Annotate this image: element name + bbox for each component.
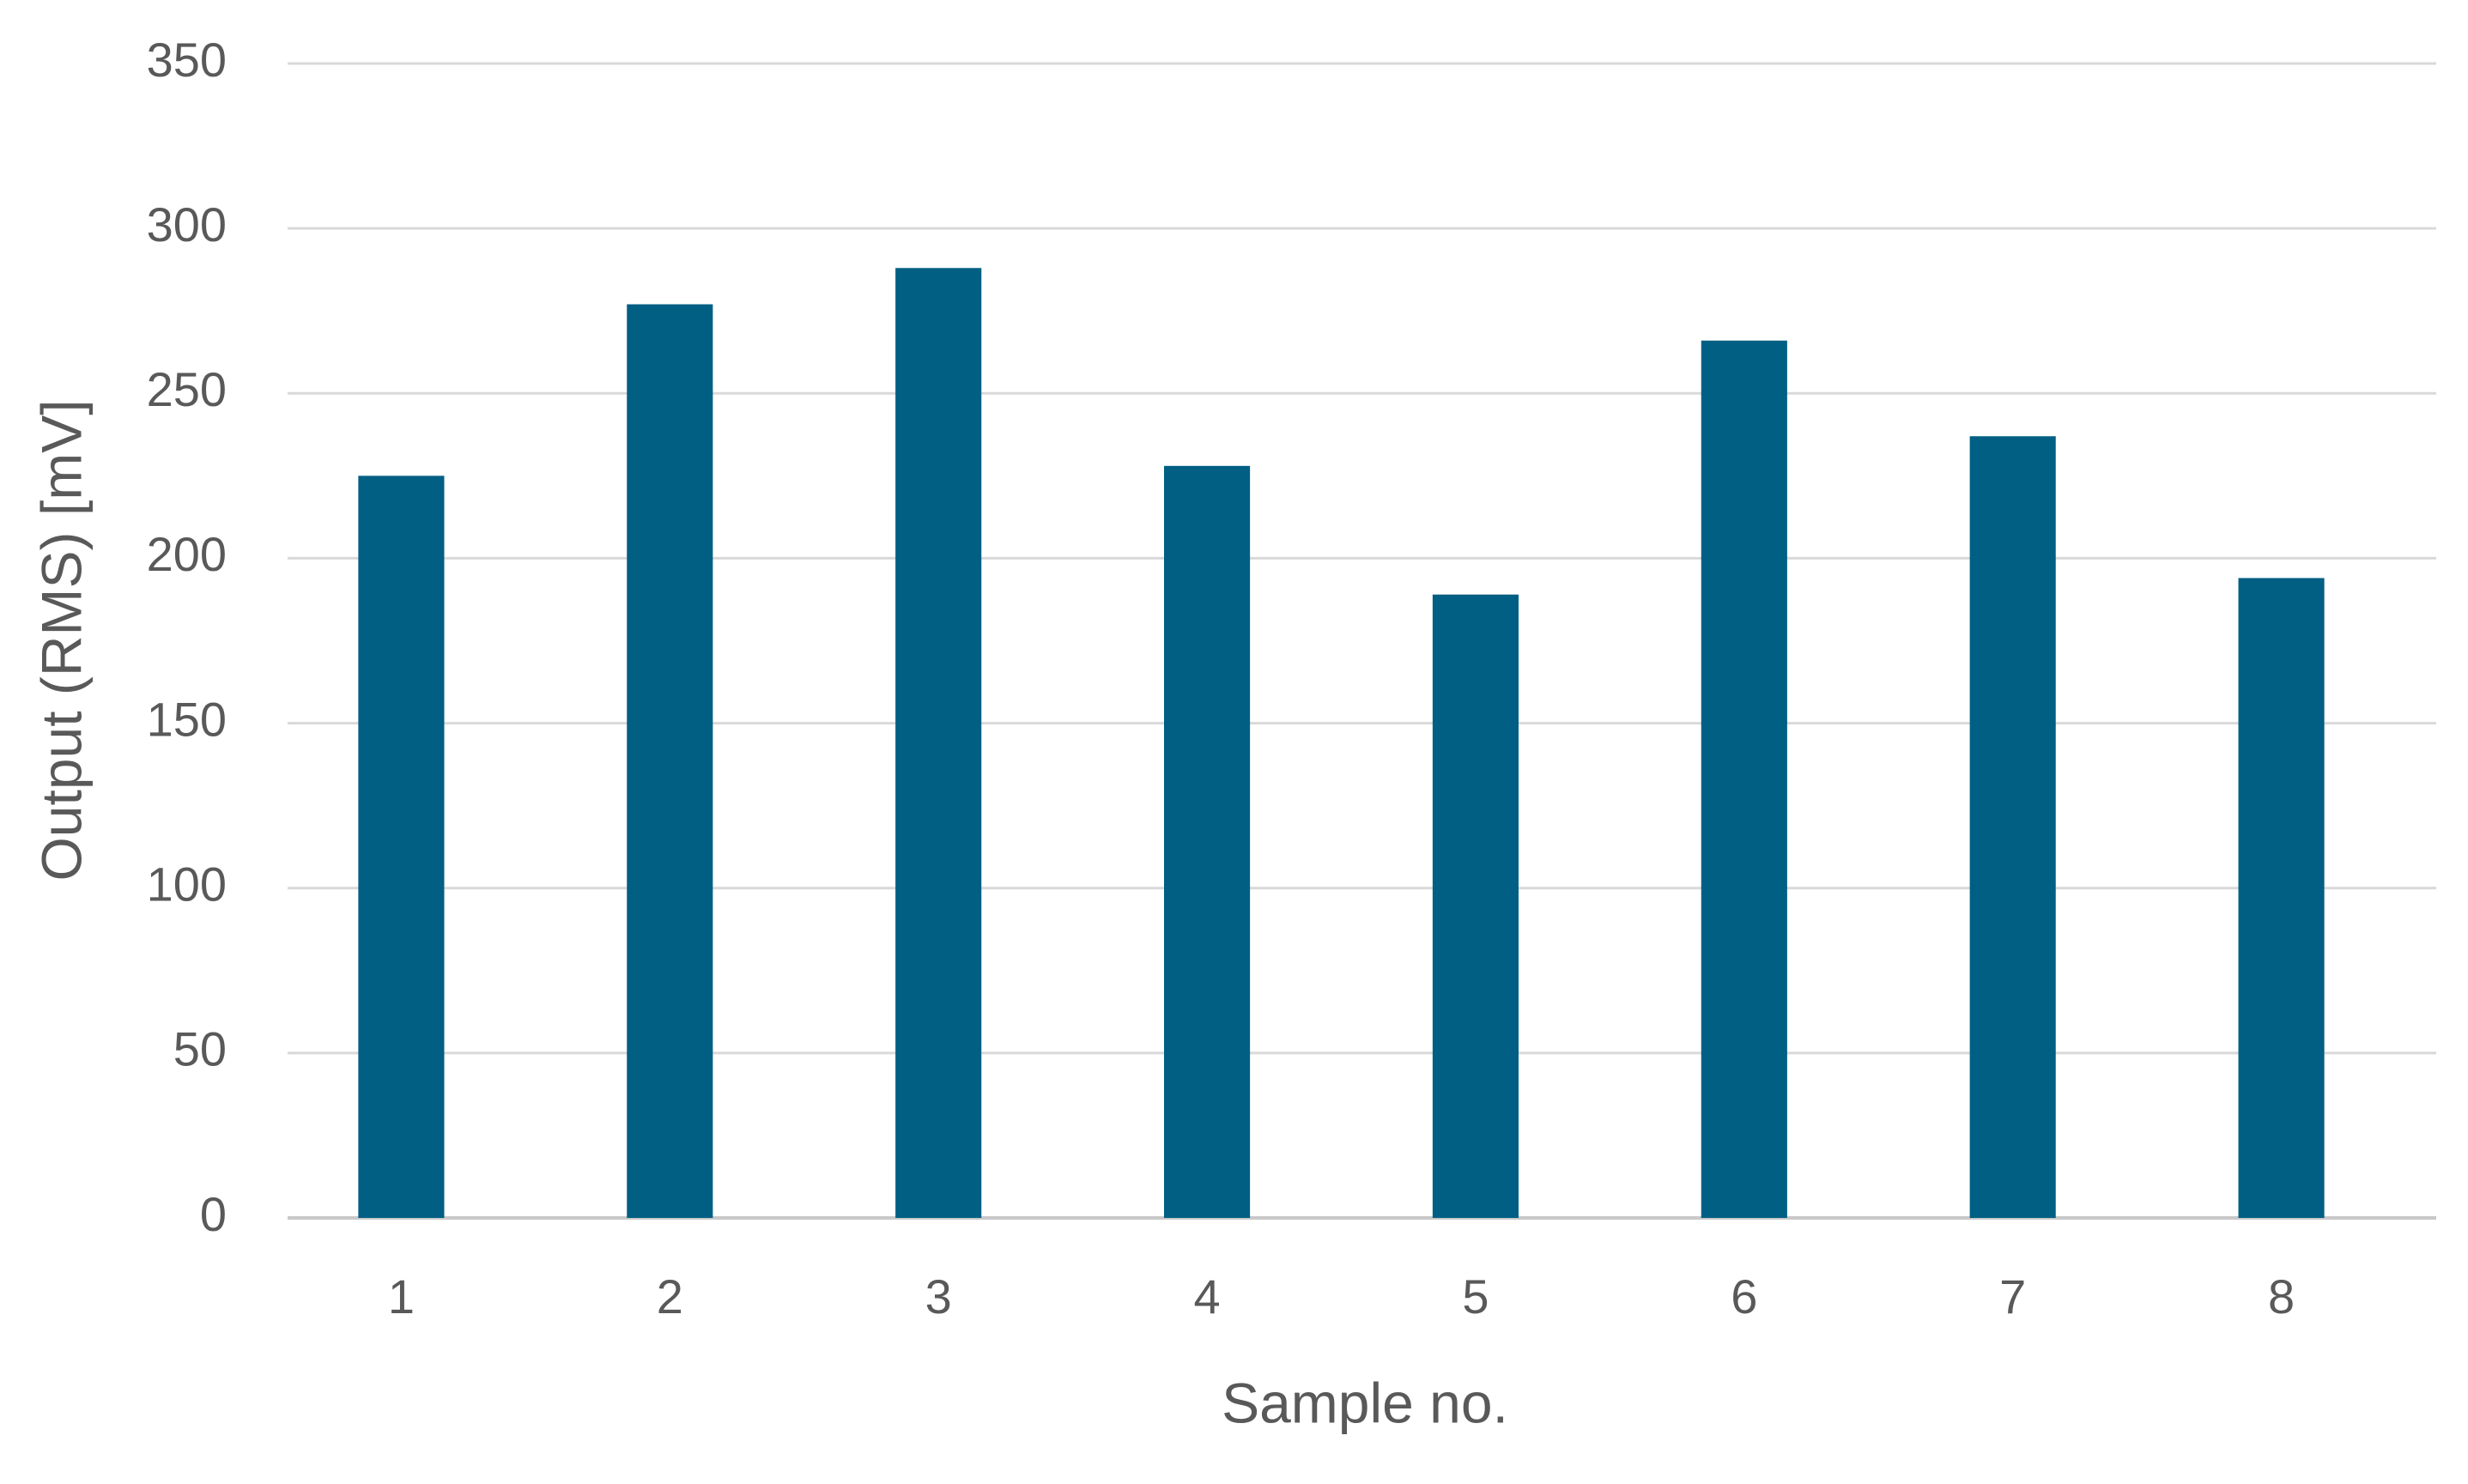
bar bbox=[895, 268, 982, 1219]
bar bbox=[1164, 465, 1251, 1218]
bar bbox=[1701, 340, 1787, 1218]
y-tick-label: 50 bbox=[173, 1022, 227, 1076]
bar bbox=[358, 475, 445, 1218]
x-tick-label: 6 bbox=[1731, 1269, 1757, 1323]
y-axis-title: Output (RMS) [mV] bbox=[29, 399, 93, 881]
bar bbox=[627, 304, 713, 1218]
x-tick-label: 2 bbox=[657, 1269, 683, 1323]
bar bbox=[1969, 436, 2056, 1218]
y-tick-label: 0 bbox=[200, 1187, 227, 1241]
x-tick-label: 3 bbox=[925, 1269, 952, 1323]
x-tick-label: 8 bbox=[2268, 1269, 2295, 1323]
bar bbox=[1432, 594, 1519, 1218]
x-axis-title: Sample no. bbox=[1222, 1371, 1508, 1434]
y-tick-label: 100 bbox=[147, 857, 227, 912]
y-tick-label: 350 bbox=[147, 33, 227, 87]
x-tick-label: 1 bbox=[388, 1269, 415, 1323]
x-tick-label: 7 bbox=[1999, 1269, 2026, 1323]
x-tick-label: 4 bbox=[1193, 1269, 1220, 1323]
y-tick-label: 300 bbox=[147, 197, 227, 251]
y-tick-label: 200 bbox=[147, 527, 227, 581]
y-tick-label: 150 bbox=[147, 692, 227, 746]
bar bbox=[2238, 578, 2325, 1218]
y-tick-label: 250 bbox=[147, 362, 227, 416]
x-tick-label: 5 bbox=[1462, 1269, 1489, 1323]
